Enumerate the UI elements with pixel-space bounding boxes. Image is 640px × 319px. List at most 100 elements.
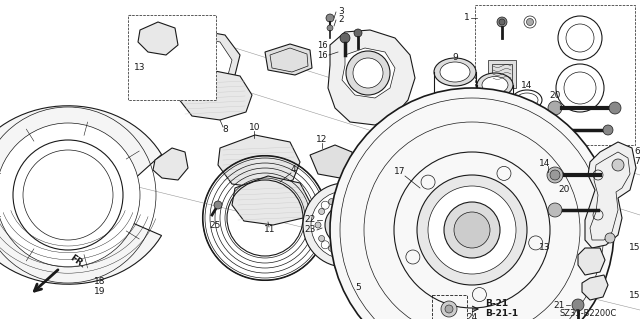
Circle shape bbox=[319, 209, 324, 214]
Circle shape bbox=[315, 222, 321, 228]
Circle shape bbox=[214, 201, 222, 209]
Text: 13: 13 bbox=[540, 243, 551, 253]
Ellipse shape bbox=[482, 77, 508, 93]
Circle shape bbox=[454, 212, 490, 248]
Polygon shape bbox=[520, 194, 595, 240]
Text: 2: 2 bbox=[338, 16, 344, 25]
Circle shape bbox=[520, 115, 530, 125]
Text: B-21: B-21 bbox=[485, 300, 508, 308]
Circle shape bbox=[445, 305, 453, 313]
Ellipse shape bbox=[482, 109, 508, 127]
Bar bbox=[492, 64, 512, 84]
Circle shape bbox=[609, 102, 621, 114]
Text: 4: 4 bbox=[290, 166, 296, 174]
Text: SZ33-B2200C: SZ33-B2200C bbox=[560, 309, 617, 318]
Bar bbox=[475, 5, 635, 145]
Text: 8: 8 bbox=[222, 125, 228, 135]
Text: 7: 7 bbox=[634, 158, 640, 167]
Circle shape bbox=[365, 235, 371, 241]
Circle shape bbox=[605, 233, 615, 243]
Text: 17: 17 bbox=[394, 167, 406, 176]
Bar bbox=[488, 60, 516, 88]
Polygon shape bbox=[585, 142, 636, 248]
Circle shape bbox=[326, 14, 334, 22]
Text: FR.: FR. bbox=[68, 254, 86, 271]
Circle shape bbox=[13, 140, 123, 250]
Text: 25: 25 bbox=[209, 220, 221, 229]
Text: 22: 22 bbox=[305, 216, 316, 225]
Polygon shape bbox=[582, 275, 608, 300]
Circle shape bbox=[354, 29, 362, 37]
Circle shape bbox=[417, 175, 527, 285]
Circle shape bbox=[548, 101, 562, 115]
Text: 14: 14 bbox=[522, 80, 532, 90]
Text: 15: 15 bbox=[628, 243, 640, 253]
Circle shape bbox=[328, 199, 335, 204]
Circle shape bbox=[346, 51, 390, 95]
Text: 9: 9 bbox=[452, 53, 458, 62]
Circle shape bbox=[550, 170, 560, 180]
Polygon shape bbox=[342, 48, 395, 98]
Text: 24: 24 bbox=[467, 314, 477, 319]
Circle shape bbox=[527, 19, 534, 26]
Ellipse shape bbox=[434, 58, 476, 86]
Text: 16: 16 bbox=[317, 50, 328, 60]
Text: 20: 20 bbox=[549, 91, 561, 100]
Circle shape bbox=[522, 117, 528, 123]
Circle shape bbox=[342, 249, 348, 255]
Text: 13: 13 bbox=[134, 63, 146, 72]
Circle shape bbox=[335, 262, 345, 272]
Bar bbox=[432, 295, 467, 319]
Circle shape bbox=[547, 167, 563, 183]
Circle shape bbox=[342, 195, 348, 201]
Circle shape bbox=[0, 123, 140, 267]
Polygon shape bbox=[138, 22, 178, 55]
Circle shape bbox=[428, 186, 516, 274]
Circle shape bbox=[327, 25, 333, 31]
Circle shape bbox=[328, 245, 335, 251]
Circle shape bbox=[340, 33, 350, 43]
Text: 20: 20 bbox=[559, 186, 570, 195]
Text: 19: 19 bbox=[94, 287, 106, 296]
Text: 16: 16 bbox=[317, 41, 328, 49]
Circle shape bbox=[499, 19, 505, 25]
Ellipse shape bbox=[477, 106, 513, 130]
Text: B-21-1: B-21-1 bbox=[485, 309, 518, 318]
Text: 18: 18 bbox=[94, 278, 106, 286]
Circle shape bbox=[369, 222, 375, 228]
Polygon shape bbox=[578, 248, 605, 275]
Polygon shape bbox=[328, 30, 415, 125]
Polygon shape bbox=[0, 106, 161, 284]
Text: 6: 6 bbox=[634, 147, 640, 157]
Ellipse shape bbox=[434, 96, 476, 124]
Circle shape bbox=[319, 235, 324, 241]
Circle shape bbox=[365, 209, 371, 214]
Polygon shape bbox=[162, 36, 232, 82]
Circle shape bbox=[572, 299, 584, 311]
Circle shape bbox=[603, 125, 613, 135]
Polygon shape bbox=[507, 156, 586, 205]
Text: 12: 12 bbox=[316, 136, 328, 145]
Circle shape bbox=[311, 191, 379, 259]
Text: 15: 15 bbox=[628, 291, 640, 300]
Circle shape bbox=[548, 203, 562, 217]
Text: 23: 23 bbox=[305, 226, 316, 234]
Bar bbox=[128, 15, 216, 100]
Text: 3: 3 bbox=[338, 8, 344, 17]
Polygon shape bbox=[178, 70, 252, 120]
Circle shape bbox=[355, 245, 362, 251]
Circle shape bbox=[612, 159, 624, 171]
Circle shape bbox=[333, 213, 357, 237]
Polygon shape bbox=[310, 145, 354, 178]
Text: 1: 1 bbox=[464, 13, 470, 23]
Circle shape bbox=[325, 205, 365, 245]
Ellipse shape bbox=[477, 73, 513, 97]
Text: 21: 21 bbox=[554, 300, 565, 309]
Text: 5: 5 bbox=[355, 284, 361, 293]
Polygon shape bbox=[265, 44, 312, 75]
Polygon shape bbox=[153, 148, 188, 180]
Circle shape bbox=[330, 88, 614, 319]
Circle shape bbox=[497, 17, 507, 27]
Text: 14: 14 bbox=[540, 159, 550, 167]
Circle shape bbox=[549, 124, 561, 136]
